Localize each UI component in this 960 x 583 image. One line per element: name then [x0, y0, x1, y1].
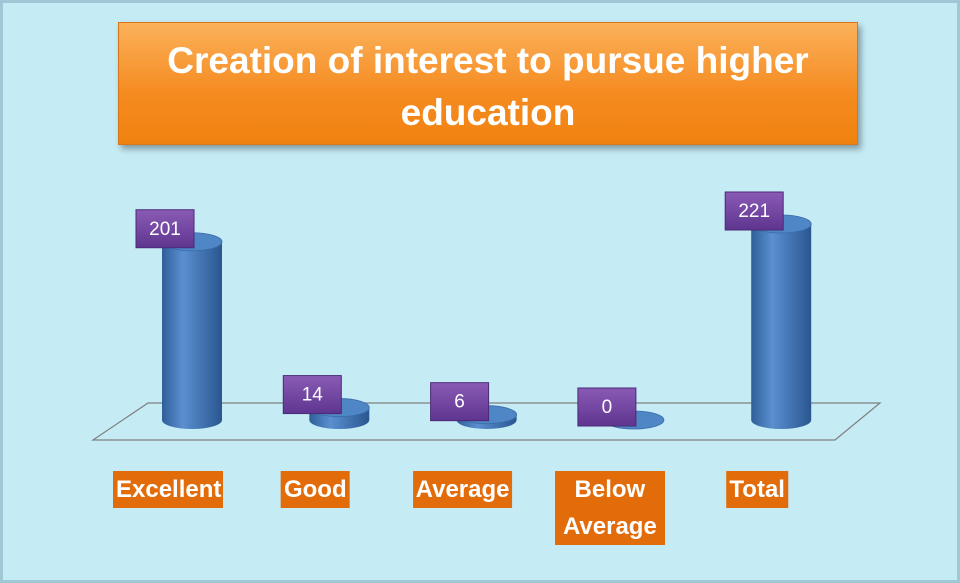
- value-label-box: [724, 191, 784, 231]
- bar: [161, 232, 223, 429]
- x-tick-label: Excellent: [113, 471, 223, 508]
- value-label: 6: [454, 392, 465, 413]
- x-tick-label: Good: [280, 471, 350, 508]
- x-tick-label: Total: [726, 471, 788, 508]
- value-label: 14: [302, 385, 324, 406]
- value-label-box: [282, 375, 342, 415]
- chart-title: Creation of interest to pursue higher ed…: [118, 22, 858, 145]
- bar-body: [162, 241, 222, 429]
- value-label-box: [430, 382, 490, 422]
- x-tick-label: Average: [412, 471, 513, 508]
- value-label-box: [577, 387, 637, 427]
- value-label: 221: [738, 201, 770, 222]
- bar-body: [751, 224, 812, 429]
- value-label: 201: [149, 219, 181, 240]
- bar: [750, 214, 812, 429]
- value-label: 0: [602, 397, 613, 418]
- x-tick-label: Below Average: [554, 471, 665, 545]
- value-label-box: [135, 209, 195, 249]
